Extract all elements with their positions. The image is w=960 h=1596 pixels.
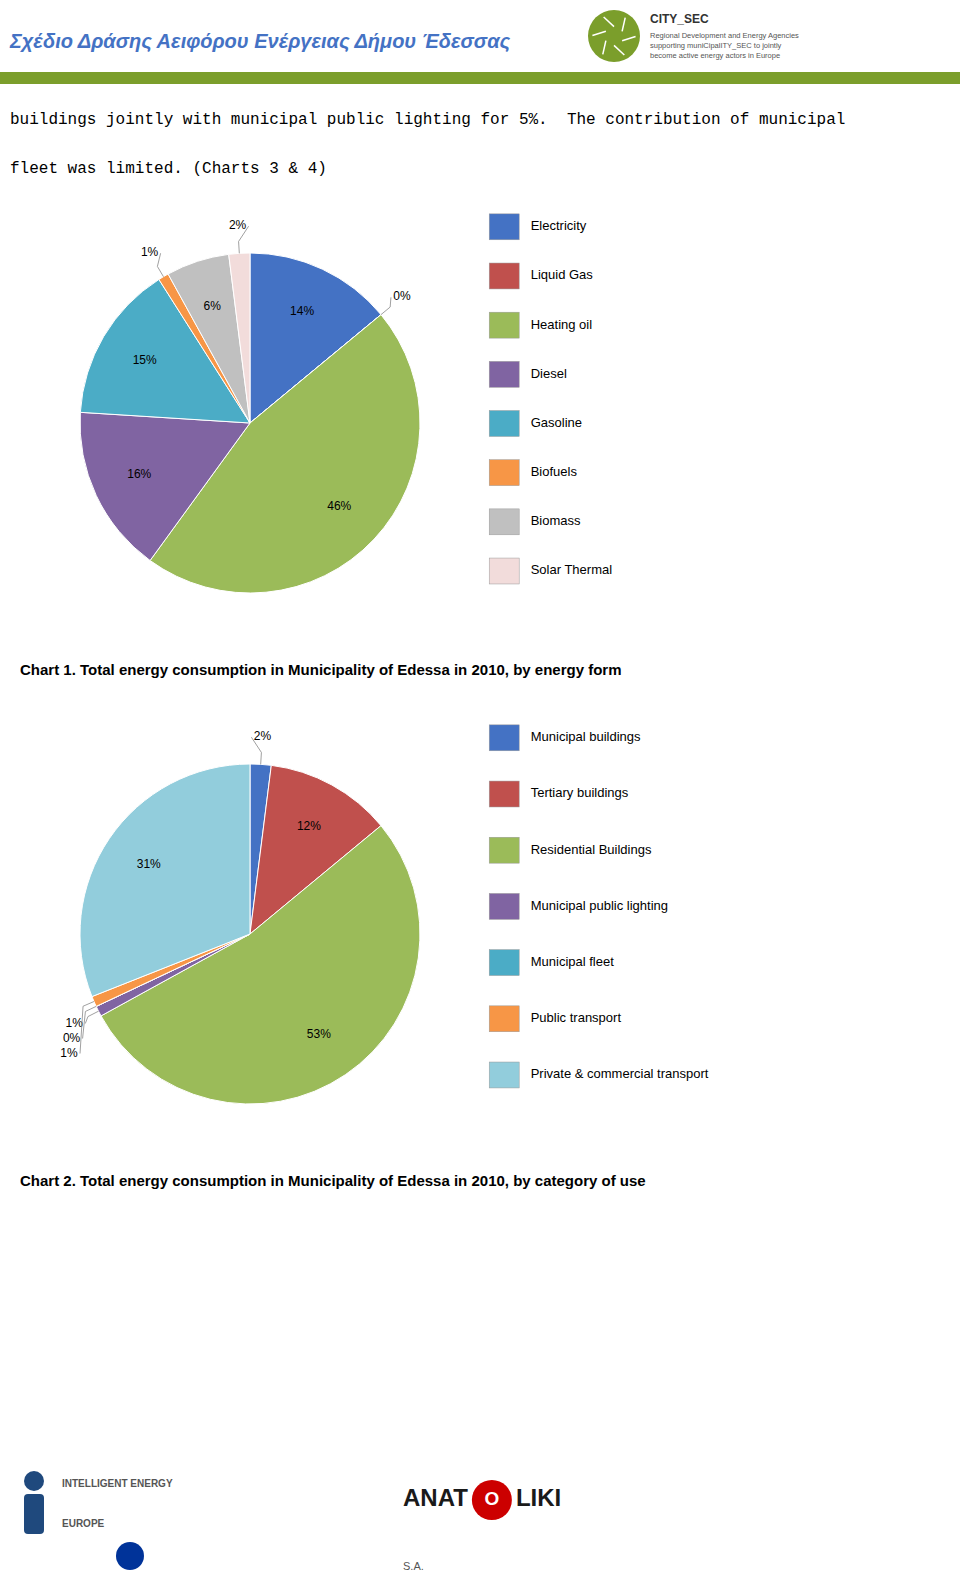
data-labels: 14% 0% 46% 16% 15% 1% 6% 2% xyxy=(127,218,411,513)
logo-name: CITY_SEC xyxy=(650,12,709,26)
legend-entry: Diesel xyxy=(531,366,567,381)
legend-entry: Private & commercial transport xyxy=(531,1066,709,1081)
legend-swatch xyxy=(489,1062,519,1088)
logo-tagline: supporting muniCipalITY_SEC to jointly xyxy=(650,41,782,50)
data-label: 53% xyxy=(307,1027,331,1041)
legend-entry: Municipal fleet xyxy=(531,954,614,969)
slices xyxy=(80,764,420,1104)
data-label: 12% xyxy=(297,819,321,833)
legend-entry: Residential Buildings xyxy=(531,842,652,857)
legend-entry: Tertiary buildings xyxy=(531,785,629,800)
data-label: 0% xyxy=(393,289,411,303)
org-name: O xyxy=(484,1488,499,1509)
legend-swatch xyxy=(489,460,519,486)
body-text: buildings jointly with municipal public … xyxy=(10,111,845,129)
data-label: 1% xyxy=(141,245,159,259)
legend-entry: Public transport xyxy=(531,1010,622,1025)
iee-logo-body xyxy=(24,1494,44,1534)
leader-line xyxy=(83,1006,97,1038)
data-label: 6% xyxy=(204,299,222,313)
iee-logo-head xyxy=(24,1471,44,1491)
logo-swirl xyxy=(604,17,614,27)
data-label: 46% xyxy=(327,499,351,513)
page: Σχέδιο Δράσης Αειφόρου Ενέργειας Δήμου Έ… xyxy=(0,0,960,1596)
legend-entry: Liquid Gas xyxy=(531,267,594,282)
legend-swatch xyxy=(489,558,519,584)
legend-swatch xyxy=(489,361,519,387)
logo-swirl xyxy=(603,41,606,55)
leader-line xyxy=(85,1011,98,1023)
pie-slice xyxy=(80,412,250,560)
data-label: 1% xyxy=(66,1016,84,1030)
iee-text: EUROPE xyxy=(62,1518,105,1529)
legend-entry: Gasoline xyxy=(531,415,582,430)
legend-swatch xyxy=(489,893,519,919)
legend-entry: Heating oil xyxy=(531,317,593,332)
header-title: Σχέδιο Δράσης Αειφόρου Ενέργειας Δήμου Έ… xyxy=(9,30,511,53)
legend-entry: Electricity xyxy=(531,218,587,233)
legend-swatch xyxy=(489,312,519,338)
logo-swirl xyxy=(622,37,635,41)
org-name: ANAT xyxy=(403,1484,468,1511)
org-suffix: S.A. xyxy=(403,1560,424,1572)
logo-swirl xyxy=(622,18,625,32)
footer: INTELLIGENT ENERGY EUROPE ANAT O LIKI S.A. xyxy=(24,1471,561,1572)
legend-swatch xyxy=(489,263,519,289)
pie-slice xyxy=(229,253,250,423)
leader-line xyxy=(157,253,163,276)
legend-entry: Municipal public lighting xyxy=(531,898,668,913)
pie-slice xyxy=(80,764,250,997)
legend-entry: Municipal buildings xyxy=(531,729,641,744)
iee-text: INTELLIGENT ENERGY xyxy=(62,1478,173,1489)
data-label: 0% xyxy=(63,1031,81,1045)
legend-swatch xyxy=(489,781,519,807)
legend-swatch xyxy=(489,214,519,240)
background xyxy=(0,0,960,1596)
legend-swatch xyxy=(489,509,519,535)
pie-chart: 14% 0% 46% 16% 15% 1% 6% 2% Electricity Liquid Ga… xyxy=(20,214,622,678)
legend-swatch xyxy=(489,950,519,976)
eu-flag xyxy=(116,1542,144,1570)
slices xyxy=(80,253,420,593)
legend: Municipal buildings Tertiary buildings Res… xyxy=(489,725,709,1088)
legend-swatch xyxy=(489,1006,519,1032)
legend-entry: Biofuels xyxy=(531,464,578,479)
pie-chart: 2% 12% 53% 1%0%1% 31% Municipal buildings Tert… xyxy=(20,725,709,1189)
logo-tagline: become active energy actors in Europe xyxy=(650,51,780,60)
chart-title: Chart 2. Total energy consumption in Mun… xyxy=(20,1172,646,1189)
legend: Electricity Liquid Gas Heating oil Diesel Ga… xyxy=(489,214,612,584)
data-label: 14% xyxy=(290,304,314,318)
data-label: 1% xyxy=(60,1046,78,1060)
logo-tagline: Regional Development and Energy Agencies xyxy=(650,31,799,40)
org-logo-o xyxy=(472,1480,512,1520)
legend-swatch xyxy=(489,725,519,751)
chart-title: Chart 1. Total energy consumption in Mun… xyxy=(20,661,622,678)
legend-entry: Biomass xyxy=(531,513,581,528)
logo: CITY_SEC Regional Development and Energy … xyxy=(588,10,799,62)
data-labels: 2% 12% 53% 1%0%1% 31% xyxy=(60,729,331,1059)
legend-entry: Solar Thermal xyxy=(531,562,613,577)
logo-swirl xyxy=(592,31,605,35)
logo-swirl xyxy=(614,45,624,55)
org-name: LIKI xyxy=(516,1484,561,1511)
data-label: 15% xyxy=(133,353,157,367)
legend-swatch xyxy=(489,837,519,863)
data-label: 2% xyxy=(254,729,272,743)
leader-line xyxy=(381,297,391,314)
legend-swatch xyxy=(489,411,519,437)
data-label: 2% xyxy=(229,218,247,232)
data-label: 16% xyxy=(127,467,151,481)
logo-circle xyxy=(588,10,640,62)
data-label: 31% xyxy=(137,857,161,871)
green-bar xyxy=(0,72,960,84)
body-text: fleet was limited. (Charts 3 & 4) xyxy=(10,160,327,178)
leader-line xyxy=(80,1002,94,1054)
